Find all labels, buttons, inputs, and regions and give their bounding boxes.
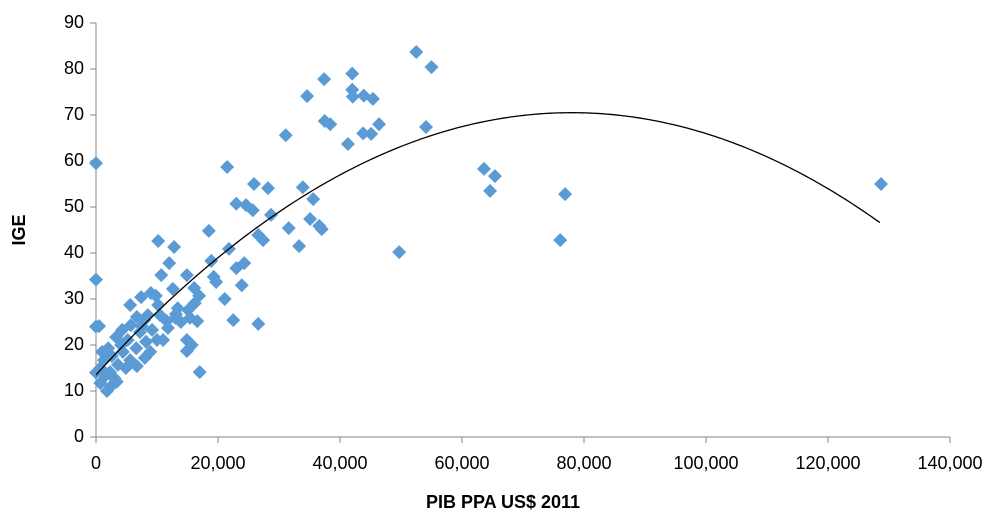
point: [217, 292, 232, 306]
point: [226, 313, 241, 328]
point: [160, 320, 175, 335]
point: [129, 309, 144, 324]
point: [340, 136, 355, 151]
point: [264, 207, 279, 222]
point: [278, 128, 293, 143]
point: [162, 256, 177, 271]
point: [148, 288, 163, 303]
point: [553, 233, 568, 248]
x-tick-label: 0: [91, 453, 101, 473]
x-tick-label: 60,000: [434, 453, 489, 473]
point: [118, 361, 133, 375]
point: [201, 223, 216, 238]
point: [483, 183, 498, 198]
x-tick-label: 40,000: [312, 453, 367, 473]
point: [476, 161, 491, 176]
point: [120, 332, 135, 347]
point: [251, 316, 266, 331]
point: [874, 177, 889, 191]
x-tick-label: 20,000: [190, 453, 245, 473]
y-tick-label: 40: [64, 242, 84, 262]
point: [179, 268, 194, 283]
y-tick-label: 10: [64, 380, 84, 400]
point: [256, 233, 271, 248]
point: [89, 156, 103, 171]
x-tick-label: 80,000: [556, 453, 611, 473]
point: [345, 66, 360, 81]
point: [145, 322, 160, 337]
point: [409, 44, 424, 59]
point: [558, 187, 573, 202]
point: [93, 376, 108, 391]
point: [295, 180, 310, 195]
point: [134, 290, 149, 305]
point: [123, 318, 138, 333]
point: [314, 222, 329, 237]
point: [345, 89, 360, 104]
y-tick-label: 70: [64, 104, 84, 124]
point: [487, 169, 502, 184]
point: [372, 117, 387, 132]
point: [246, 177, 261, 191]
point: [92, 319, 107, 334]
point: [154, 268, 169, 283]
point: [365, 91, 380, 106]
y-tick-label: 20: [64, 334, 84, 354]
point: [419, 119, 434, 134]
point: [229, 261, 244, 276]
point: [220, 159, 235, 174]
point: [165, 281, 180, 296]
y-tick-label: 50: [64, 196, 84, 216]
y-tick-label: 0: [74, 426, 84, 446]
point: [139, 334, 154, 349]
point: [150, 332, 164, 347]
point: [204, 253, 219, 268]
point: [192, 365, 207, 380]
y-tick-label: 30: [64, 288, 84, 308]
point: [209, 274, 224, 289]
point: [187, 280, 202, 295]
point: [303, 211, 318, 226]
point: [104, 349, 119, 364]
point: [107, 371, 122, 386]
x-tick-label: 120,000: [795, 453, 860, 473]
trendline: [95, 112, 881, 376]
x-tick-label: 140,000: [917, 453, 982, 473]
x-tick-label: 100,000: [673, 453, 738, 473]
point: [245, 203, 260, 218]
point: [261, 181, 276, 196]
point: [424, 60, 439, 75]
point: [151, 234, 166, 249]
point: [182, 310, 197, 325]
point: [140, 308, 155, 323]
point: [292, 239, 307, 254]
point: [234, 278, 249, 293]
point: [229, 196, 244, 211]
point: [129, 359, 144, 374]
point: [317, 72, 332, 87]
x-axis-title: PIB PPA US$ 2011: [426, 492, 580, 512]
point: [323, 117, 338, 132]
y-tick-label: 90: [64, 12, 84, 32]
point: [184, 338, 199, 352]
y-axis-title: IGE: [9, 214, 29, 245]
point: [356, 126, 371, 141]
point: [123, 297, 138, 312]
point: [89, 272, 103, 287]
point: [306, 192, 321, 207]
point: [364, 126, 379, 141]
point: [167, 240, 182, 255]
point: [129, 341, 144, 356]
point: [281, 221, 296, 236]
point: [300, 89, 315, 104]
point: [392, 245, 407, 260]
y-tick-label: 60: [64, 150, 84, 170]
point: [137, 350, 152, 365]
y-tick-label: 80: [64, 58, 84, 78]
point: [168, 307, 183, 322]
